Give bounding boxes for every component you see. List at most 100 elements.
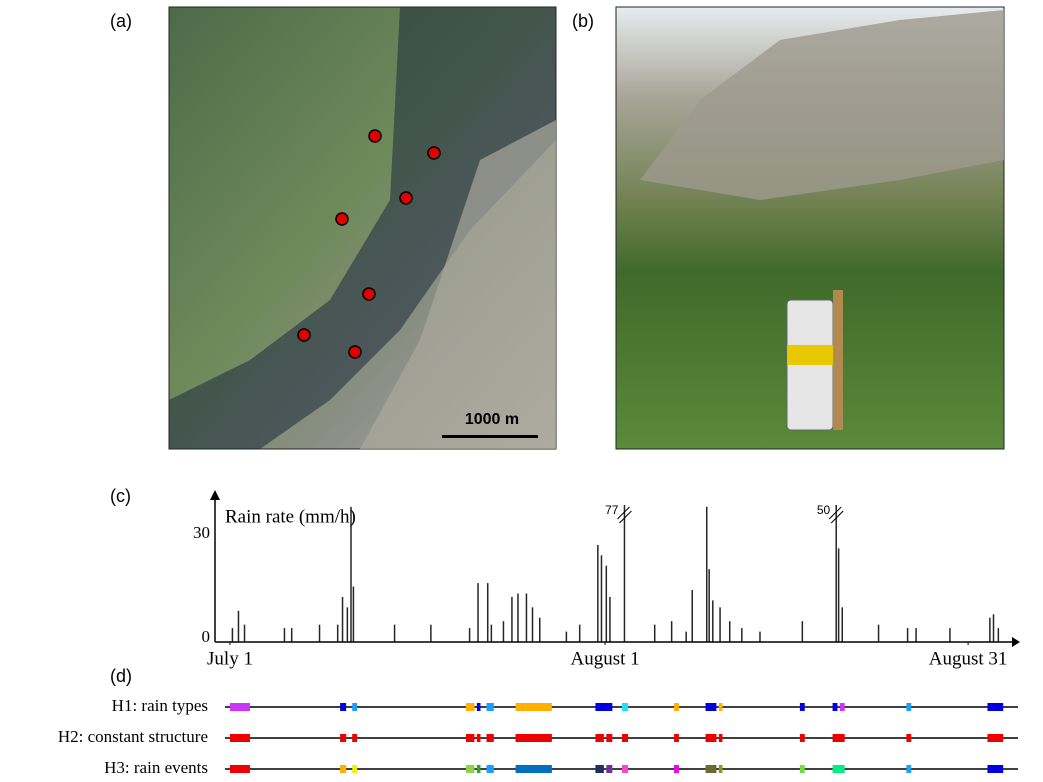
bar xyxy=(841,607,844,642)
bar xyxy=(623,505,626,642)
segment xyxy=(352,734,358,742)
segment xyxy=(230,765,250,773)
bar xyxy=(486,583,489,642)
bar xyxy=(597,544,599,642)
segment xyxy=(705,734,717,742)
bar xyxy=(685,631,687,642)
bar xyxy=(728,621,731,642)
segment xyxy=(340,765,347,773)
segment xyxy=(515,734,552,742)
scale-label: 1000 m xyxy=(465,411,519,428)
panel-label: (c) xyxy=(110,486,131,506)
bar xyxy=(691,590,693,642)
segment xyxy=(465,765,475,773)
row-label: H1: rain types xyxy=(112,696,208,715)
bar xyxy=(997,628,1000,642)
bar xyxy=(477,583,479,642)
bar xyxy=(949,628,951,642)
segment xyxy=(906,703,912,711)
y-tick-label: 30 xyxy=(193,523,210,542)
y-axis-label: Rain rate (mm/h) xyxy=(225,506,356,527)
bar xyxy=(877,624,880,642)
segment xyxy=(906,765,912,773)
segment xyxy=(799,734,805,742)
segment xyxy=(799,765,805,773)
bar xyxy=(336,624,339,642)
segment xyxy=(705,765,717,773)
segment xyxy=(718,734,723,742)
bar xyxy=(539,617,541,642)
segment xyxy=(839,703,845,711)
annotation: 77 xyxy=(605,503,619,517)
segment xyxy=(674,765,679,773)
y-tick-label: 0 xyxy=(202,627,211,646)
segment xyxy=(606,734,613,742)
bar xyxy=(605,565,608,642)
segment xyxy=(230,734,250,742)
axis-break xyxy=(828,506,844,524)
segment xyxy=(987,765,1004,773)
segment xyxy=(476,734,481,742)
segment xyxy=(340,703,347,711)
bar xyxy=(531,607,534,642)
segment xyxy=(352,765,358,773)
segment xyxy=(705,703,717,711)
segment xyxy=(486,703,494,711)
bar xyxy=(705,506,708,642)
y-axis-arrow xyxy=(210,490,220,500)
bar xyxy=(609,596,611,642)
segment xyxy=(622,765,629,773)
bar xyxy=(237,610,240,642)
bar xyxy=(352,586,355,642)
bar xyxy=(341,596,344,642)
segment xyxy=(515,765,552,773)
axis-break xyxy=(617,506,632,524)
segment xyxy=(476,703,481,711)
bar xyxy=(670,621,673,642)
segment xyxy=(595,734,604,742)
x-axis-arrow xyxy=(1012,637,1020,647)
bar xyxy=(600,555,603,642)
row-label: H2: constant structure xyxy=(58,727,208,746)
bar xyxy=(915,628,917,642)
segment xyxy=(515,703,552,711)
panel-label: (b) xyxy=(572,11,594,31)
x-tick-label: August 31 xyxy=(929,648,1008,669)
bar xyxy=(989,617,991,642)
segment xyxy=(622,703,629,711)
bar xyxy=(906,628,909,642)
bar xyxy=(490,624,493,642)
bar xyxy=(290,628,293,642)
segment xyxy=(674,703,679,711)
field-photo xyxy=(615,6,1005,450)
segment xyxy=(595,703,613,711)
bar xyxy=(992,614,995,642)
segment xyxy=(906,734,912,742)
timeline: H1: rain types H2: constant structure H3: … xyxy=(58,696,1018,777)
rain-chart: Rain rate (mm/h) 0 30 July 1 August 1 August… xyxy=(193,490,1020,669)
bar xyxy=(350,506,352,642)
segment xyxy=(718,703,723,711)
segment xyxy=(486,734,494,742)
panel-label: (d) xyxy=(110,666,132,686)
x-tick-label: July 1 xyxy=(207,648,253,669)
bar xyxy=(393,624,396,642)
segment xyxy=(595,765,604,773)
segment xyxy=(987,703,1004,711)
bar xyxy=(653,624,656,642)
bar xyxy=(578,624,581,642)
x-tick-label: August 1 xyxy=(571,648,640,669)
bar xyxy=(525,593,528,642)
bar xyxy=(502,621,505,642)
bar xyxy=(708,569,710,642)
segment xyxy=(674,734,679,742)
segment xyxy=(832,703,838,711)
bar xyxy=(712,600,714,642)
panel-label: (a) xyxy=(110,11,132,31)
bar xyxy=(468,628,471,642)
bar xyxy=(759,631,761,642)
row-label: H3: rain events xyxy=(104,758,208,777)
bar xyxy=(243,624,246,642)
